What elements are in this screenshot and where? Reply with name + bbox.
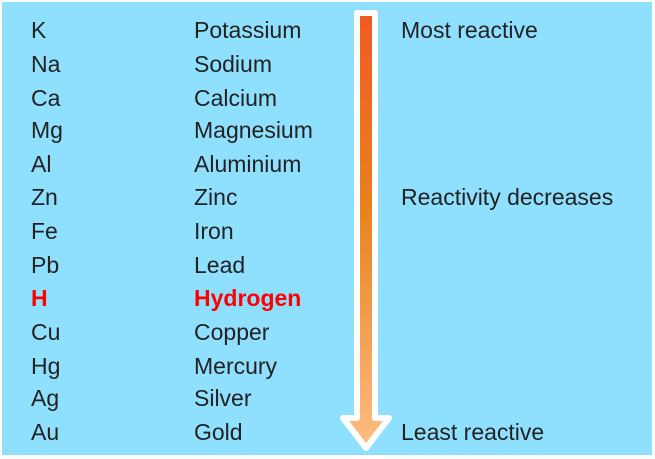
element-symbol: K	[31, 17, 47, 43]
element-symbol: Cu	[31, 319, 61, 345]
reactivity-decreases-label: Reactivity decreases	[401, 184, 614, 210]
element-symbol: Hg	[31, 353, 61, 379]
most-reactive-label: Most reactive	[401, 17, 538, 43]
element-name: Silver	[194, 385, 252, 411]
element-name: Copper	[194, 319, 270, 345]
element-symbol: Fe	[31, 218, 58, 244]
element-name: Magnesium	[194, 117, 313, 143]
element-symbol: H	[31, 285, 48, 311]
element-name: Mercury	[194, 353, 278, 379]
element-name: Gold	[194, 419, 243, 445]
element-name: Zinc	[194, 184, 238, 210]
element-symbol: Ca	[31, 85, 61, 111]
element-symbol: Zn	[31, 184, 58, 210]
element-symbol: Ag	[31, 385, 60, 411]
element-symbol: Mg	[31, 117, 63, 143]
element-name: Aluminium	[194, 151, 302, 177]
element-name: Sodium	[194, 51, 272, 77]
element-name: Potassium	[194, 17, 302, 43]
element-symbol: Al	[31, 151, 52, 177]
element-symbol: Au	[31, 419, 60, 445]
arrow-down-icon	[340, 10, 392, 451]
element-symbol: Na	[31, 51, 61, 77]
element-name: Lead	[194, 252, 246, 278]
element-name: Calcium	[194, 85, 278, 111]
element-symbol: Pb	[31, 252, 60, 278]
reactivity-series-panel	[2, 2, 652, 455]
element-name: Iron	[194, 218, 234, 244]
least-reactive-label: Least reactive	[401, 419, 545, 445]
element-name: Hydrogen	[194, 285, 302, 311]
